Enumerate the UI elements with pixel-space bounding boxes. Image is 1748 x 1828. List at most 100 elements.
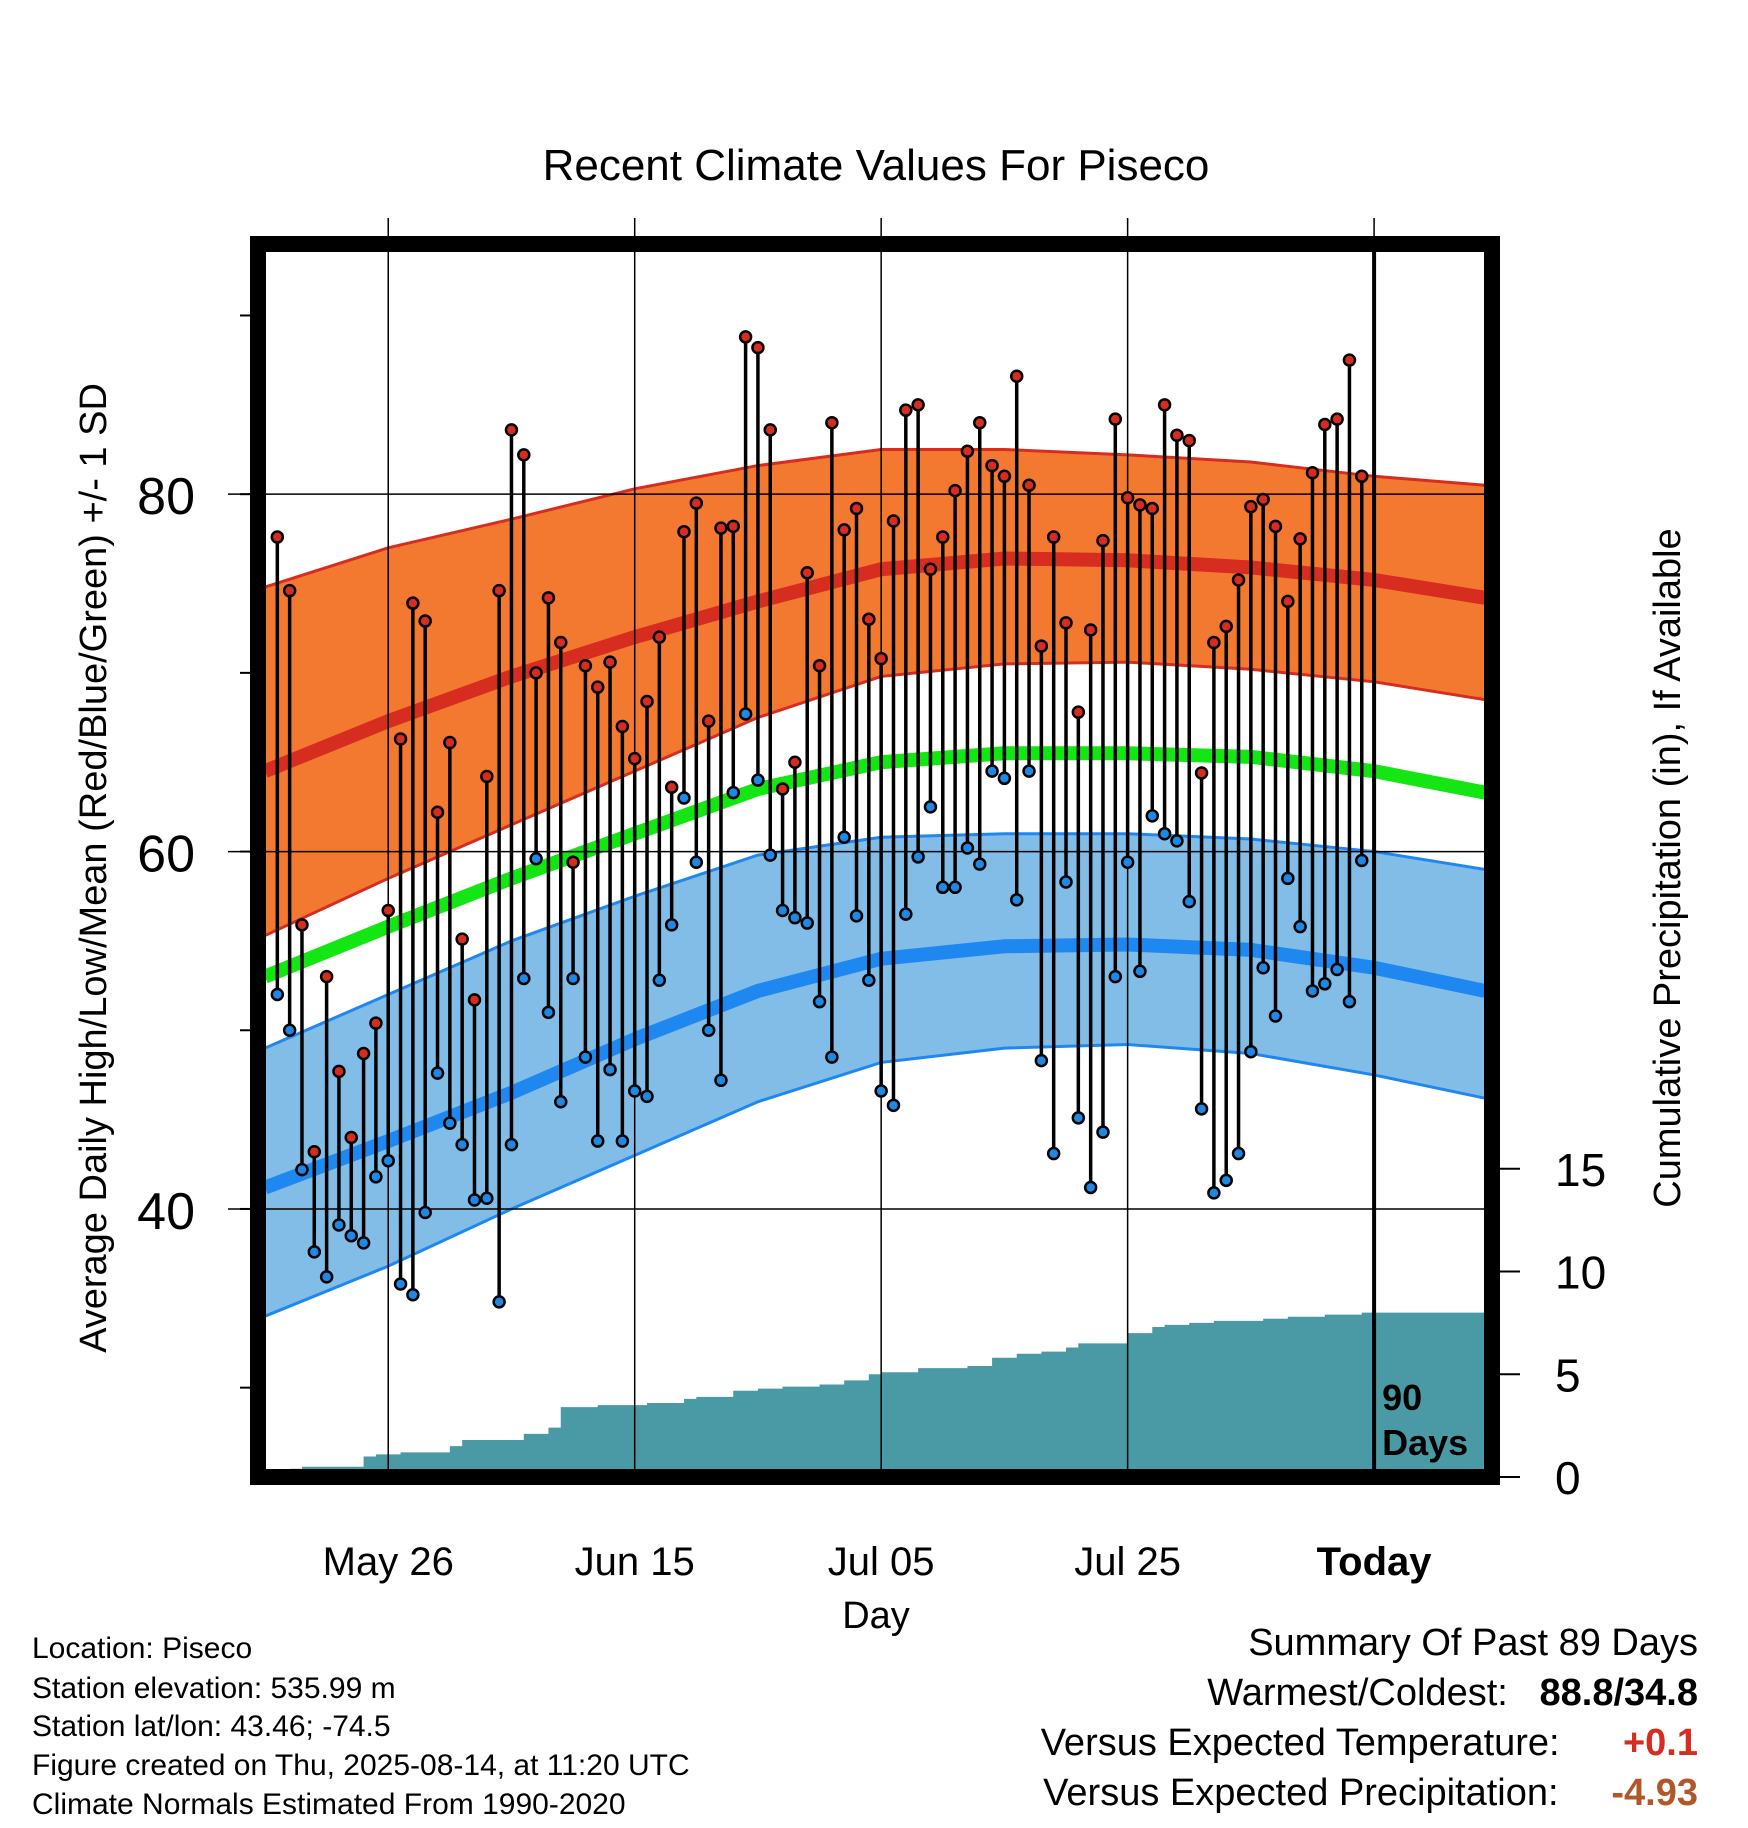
observed-high-point xyxy=(566,855,580,870)
observed-low-point xyxy=(849,909,864,923)
observed-high-point xyxy=(1022,478,1036,492)
observed-high-point xyxy=(492,583,506,598)
observed-high-point xyxy=(369,1016,383,1030)
observed-high-point xyxy=(443,735,457,750)
observed-high-point xyxy=(467,993,482,1007)
x-tick-label: May 26 xyxy=(323,1540,454,1584)
observed-high-point xyxy=(1120,490,1135,505)
observed-high-point xyxy=(825,415,839,430)
today-marker-label-number: 90 xyxy=(1382,1377,1422,1418)
observed-low-point xyxy=(701,1023,716,1038)
observed-low-point xyxy=(270,987,285,1002)
observed-high-point xyxy=(1133,498,1147,512)
observed-low-point xyxy=(1071,1111,1086,1125)
observed-low-point xyxy=(1034,1053,1049,1068)
observed-high-point xyxy=(1034,639,1049,653)
observed-low-point xyxy=(1120,855,1135,870)
observed-low-point xyxy=(751,773,765,787)
observed-high-point xyxy=(295,918,309,932)
observed-low-point xyxy=(1083,1180,1098,1195)
observed-high-point xyxy=(862,612,876,627)
observed-high-point xyxy=(911,398,925,412)
observed-high-point xyxy=(1145,501,1160,516)
observed-high-point xyxy=(1046,530,1061,544)
observed-high-point xyxy=(282,583,297,598)
observed-low-point xyxy=(948,880,962,895)
observed-low-point xyxy=(1182,894,1196,909)
observed-low-point xyxy=(554,1094,568,1109)
observed-high-point xyxy=(800,566,814,580)
observed-high-point xyxy=(307,1145,322,1159)
footer-elevation: Station elevation: 535.99 m xyxy=(32,1672,396,1705)
y2-tick-label: 0 xyxy=(1555,1452,1581,1504)
observed-low-point xyxy=(603,1062,617,1077)
observed-high-point xyxy=(1318,417,1332,432)
observed-low-point xyxy=(1281,871,1295,886)
observed-high-point xyxy=(1096,533,1110,548)
observed-high-point xyxy=(1355,469,1369,484)
observed-high-point xyxy=(356,1046,371,1061)
observed-high-point xyxy=(849,501,864,516)
observed-high-point xyxy=(664,780,679,794)
observed-high-point xyxy=(886,514,901,528)
observed-high-point xyxy=(615,719,630,734)
observed-low-point xyxy=(874,1084,888,1098)
observed-low-point xyxy=(356,1236,371,1250)
summary-temp-label: Versus Expected Temperature: xyxy=(1040,1722,1560,1764)
observed-low-point xyxy=(344,1229,359,1243)
observed-low-point xyxy=(480,1191,494,1205)
x-tick-label-today: Today xyxy=(1317,1540,1433,1584)
observed-high-point xyxy=(1157,398,1172,412)
summary-temp: Versus Expected Temperature: +0.1 xyxy=(1041,1722,1698,1765)
observed-low-point xyxy=(677,791,691,805)
observed-low-point xyxy=(997,771,1012,786)
observed-high-point xyxy=(603,655,617,669)
summary-precip-label: Versus Expected Precipitation: xyxy=(1043,1772,1559,1814)
y2-tick-label: 15 xyxy=(1555,1144,1606,1196)
observed-high-point xyxy=(837,523,851,537)
observed-high-point xyxy=(640,694,654,709)
observed-high-point xyxy=(418,614,432,628)
x-axis-label: Day xyxy=(842,1595,910,1637)
observed-low-point xyxy=(960,841,975,855)
observed-high-point xyxy=(997,469,1012,484)
observed-high-point xyxy=(1182,433,1196,448)
observed-low-point xyxy=(615,1134,630,1148)
summary-warm-cold-value: 88.8/34.8 xyxy=(1539,1672,1698,1714)
observed-low-point xyxy=(652,973,667,987)
observed-high-point xyxy=(529,666,543,680)
summary-temp-value: +0.1 xyxy=(1622,1722,1698,1764)
observed-low-point xyxy=(282,1023,297,1038)
observed-low-point xyxy=(1157,826,1172,841)
observed-low-point xyxy=(800,916,814,930)
observed-high-point xyxy=(763,423,778,437)
observed-high-point xyxy=(1071,705,1086,719)
observed-low-point xyxy=(467,1193,482,1207)
observed-high-point xyxy=(1342,353,1357,367)
observed-low-point xyxy=(714,1073,728,1088)
observed-high-point xyxy=(554,635,568,650)
observed-high-point xyxy=(455,932,469,946)
observed-low-point xyxy=(1330,962,1344,977)
observed-low-point xyxy=(825,1050,839,1064)
y2-tick-label: 5 xyxy=(1555,1349,1581,1401)
observed-high-point xyxy=(332,1064,346,1079)
observed-high-point xyxy=(775,782,790,796)
observed-low-point xyxy=(406,1287,420,1302)
observed-low-point xyxy=(738,707,753,721)
observed-low-point xyxy=(393,1277,408,1291)
observed-high-point xyxy=(1108,412,1123,426)
high-sd-band xyxy=(265,449,1485,936)
observed-high-point xyxy=(1305,465,1320,480)
y-axis-label: Average Daily High/Low/Mean (Red/Blue/Gr… xyxy=(73,383,115,1353)
observed-high-point xyxy=(1083,623,1098,637)
observed-low-point xyxy=(319,1270,334,1284)
observed-low-point xyxy=(1293,919,1307,934)
observed-high-point xyxy=(1281,594,1295,609)
observed-high-point xyxy=(948,483,962,498)
low-sd-band xyxy=(265,833,1485,1317)
observed-high-point xyxy=(726,519,741,534)
observed-low-point xyxy=(590,1134,605,1148)
observed-high-point xyxy=(406,596,420,610)
